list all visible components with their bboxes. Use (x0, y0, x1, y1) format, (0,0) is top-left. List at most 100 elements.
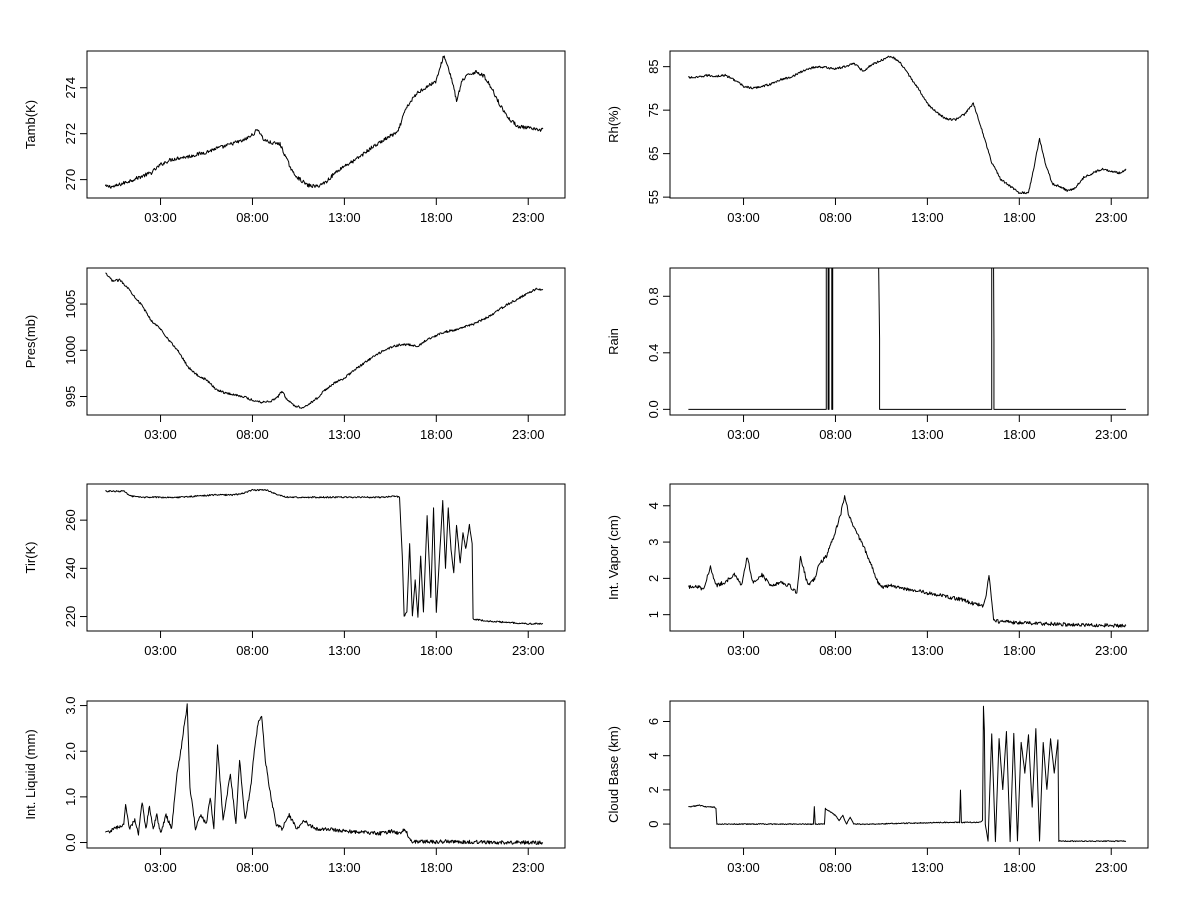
y-tick-label: 4 (646, 502, 661, 509)
y-tick-label: 3 (646, 538, 661, 545)
x-tick-label: 13:00 (328, 860, 361, 875)
x-tick-label: 18:00 (1003, 860, 1036, 875)
plot-frame (86, 267, 566, 416)
series-line (105, 703, 544, 845)
x-tick-label: 08:00 (819, 210, 852, 225)
x-tick-label: 08:00 (236, 643, 269, 658)
series-line (105, 272, 544, 409)
x-tick-label: 23:00 (512, 860, 545, 875)
x-tick-label: 13:00 (328, 210, 361, 225)
plot-frame (669, 267, 1149, 416)
panel-6: 03:00 08:00 13:00 18:00 23:00 1 2 3 4 Int. Vapor … (606, 483, 1149, 658)
plot-frame (86, 50, 566, 199)
x-tick-label: 23:00 (512, 210, 545, 225)
x-tick-label: 18:00 (420, 643, 453, 658)
x-tick-label: 03:00 (727, 860, 760, 875)
x-tick-label: 13:00 (328, 643, 361, 658)
x-tick-label: 13:00 (911, 210, 944, 225)
y-tick-label: 995 (63, 386, 78, 408)
panel-1: 03:00 08:00 13:00 18:00 23:00 270 272 274 Tamb(K… (23, 50, 566, 225)
y-tick-label: 220 (63, 606, 78, 628)
x-tick-label: 13:00 (911, 427, 944, 442)
x-tick-label: 08:00 (236, 427, 269, 442)
x-tick-label: 08:00 (819, 860, 852, 875)
y-axis-label: Int. Liquid (mm) (23, 729, 38, 819)
x-tick-label: 18:00 (420, 427, 453, 442)
x-tick-label: 03:00 (144, 860, 177, 875)
x-tick-label: 13:00 (328, 427, 361, 442)
y-tick-label: 0.0 (646, 400, 661, 418)
y-tick-label: 2 (646, 786, 661, 793)
panel-8: 03:00 08:00 13:00 18:00 23:00 0 2 4 6 Cloud Base … (606, 700, 1149, 875)
series-line (688, 55, 1127, 195)
y-tick-label: 240 (63, 557, 78, 579)
y-axis-label: Pres(mb) (23, 315, 38, 368)
x-tick-label: 03:00 (144, 643, 177, 658)
y-tick-label: 0 (646, 820, 661, 827)
y-tick-label: 0.4 (646, 344, 661, 362)
series-line (104, 55, 544, 189)
y-tick-label: 6 (646, 718, 661, 725)
y-axis-label: Tamb(K) (23, 100, 38, 149)
plot-frame (669, 483, 1149, 632)
y-tick-label: 1 (646, 611, 661, 618)
y-tick-label: 65 (646, 146, 661, 160)
x-tick-label: 08:00 (236, 210, 269, 225)
panel-3: 03:00 08:00 13:00 18:00 23:00 995 1000 1005 Pres… (23, 267, 566, 442)
y-tick-label: 260 (63, 509, 78, 531)
y-axis-label: Int. Vapor (cm) (606, 515, 621, 600)
y-tick-label: 272 (63, 123, 78, 145)
y-axis-label: Rh(%) (606, 106, 621, 143)
x-tick-label: 23:00 (1095, 643, 1128, 658)
x-tick-label: 03:00 (727, 643, 760, 658)
x-tick-label: 08:00 (236, 860, 269, 875)
plot-frame (669, 50, 1149, 199)
plot-frame (669, 700, 1149, 849)
y-axis-label: Rain (606, 328, 621, 355)
x-tick-label: 03:00 (144, 210, 177, 225)
panel-2: 03:00 08:00 13:00 18:00 23:00 55 65 75 85 Rh(%) (606, 50, 1149, 225)
plot-frame (86, 700, 566, 849)
x-tick-label: 23:00 (1095, 860, 1128, 875)
x-tick-label: 23:00 (512, 427, 545, 442)
x-tick-label: 23:00 (512, 643, 545, 658)
x-tick-label: 13:00 (911, 860, 944, 875)
y-tick-label: 2.0 (63, 742, 78, 760)
x-tick-label: 18:00 (420, 210, 453, 225)
x-tick-label: 03:00 (727, 210, 760, 225)
x-tick-label: 18:00 (1003, 427, 1036, 442)
x-tick-label: 18:00 (420, 860, 453, 875)
y-tick-label: 274 (63, 77, 78, 99)
y-tick-label: 4 (646, 752, 661, 759)
x-tick-label: 03:00 (144, 427, 177, 442)
y-tick-label: 2 (646, 575, 661, 582)
plot-frame (86, 483, 566, 632)
x-tick-label: 23:00 (1095, 210, 1128, 225)
y-tick-label: 0.8 (646, 287, 661, 305)
panel-4: 03:00 08:00 13:00 18:00 23:00 0.0 0.4 0.8 Rain (606, 267, 1149, 442)
y-tick-label: 75 (646, 103, 661, 117)
series-line (688, 495, 1127, 628)
y-axis-label: Cloud Base (km) (606, 726, 621, 823)
series-line (105, 488, 544, 625)
panel-5: 03:00 08:00 13:00 18:00 23:00 220 240 260 Tir(K) (23, 483, 566, 658)
y-axis-label: Tir(K) (23, 541, 38, 573)
x-tick-label: 23:00 (1095, 427, 1128, 442)
x-tick-label: 13:00 (911, 643, 944, 658)
x-tick-label: 18:00 (1003, 643, 1036, 658)
x-tick-label: 03:00 (727, 427, 760, 442)
series-line (688, 267, 1126, 410)
y-tick-label: 55 (646, 190, 661, 204)
panel-7: 03:00 08:00 13:00 18:00 23:00 0.0 1.0 2.0 3.0 Int… (23, 697, 566, 875)
y-tick-label: 270 (63, 169, 78, 191)
y-tick-label: 1000 (63, 336, 78, 365)
x-tick-label: 18:00 (1003, 210, 1036, 225)
x-tick-label: 08:00 (819, 427, 852, 442)
y-tick-label: 1005 (63, 290, 78, 319)
series-line (688, 705, 1127, 843)
y-tick-label: 3.0 (63, 697, 78, 715)
y-tick-label: 0.0 (63, 833, 78, 851)
x-tick-label: 08:00 (819, 643, 852, 658)
y-tick-label: 1.0 (63, 788, 78, 806)
